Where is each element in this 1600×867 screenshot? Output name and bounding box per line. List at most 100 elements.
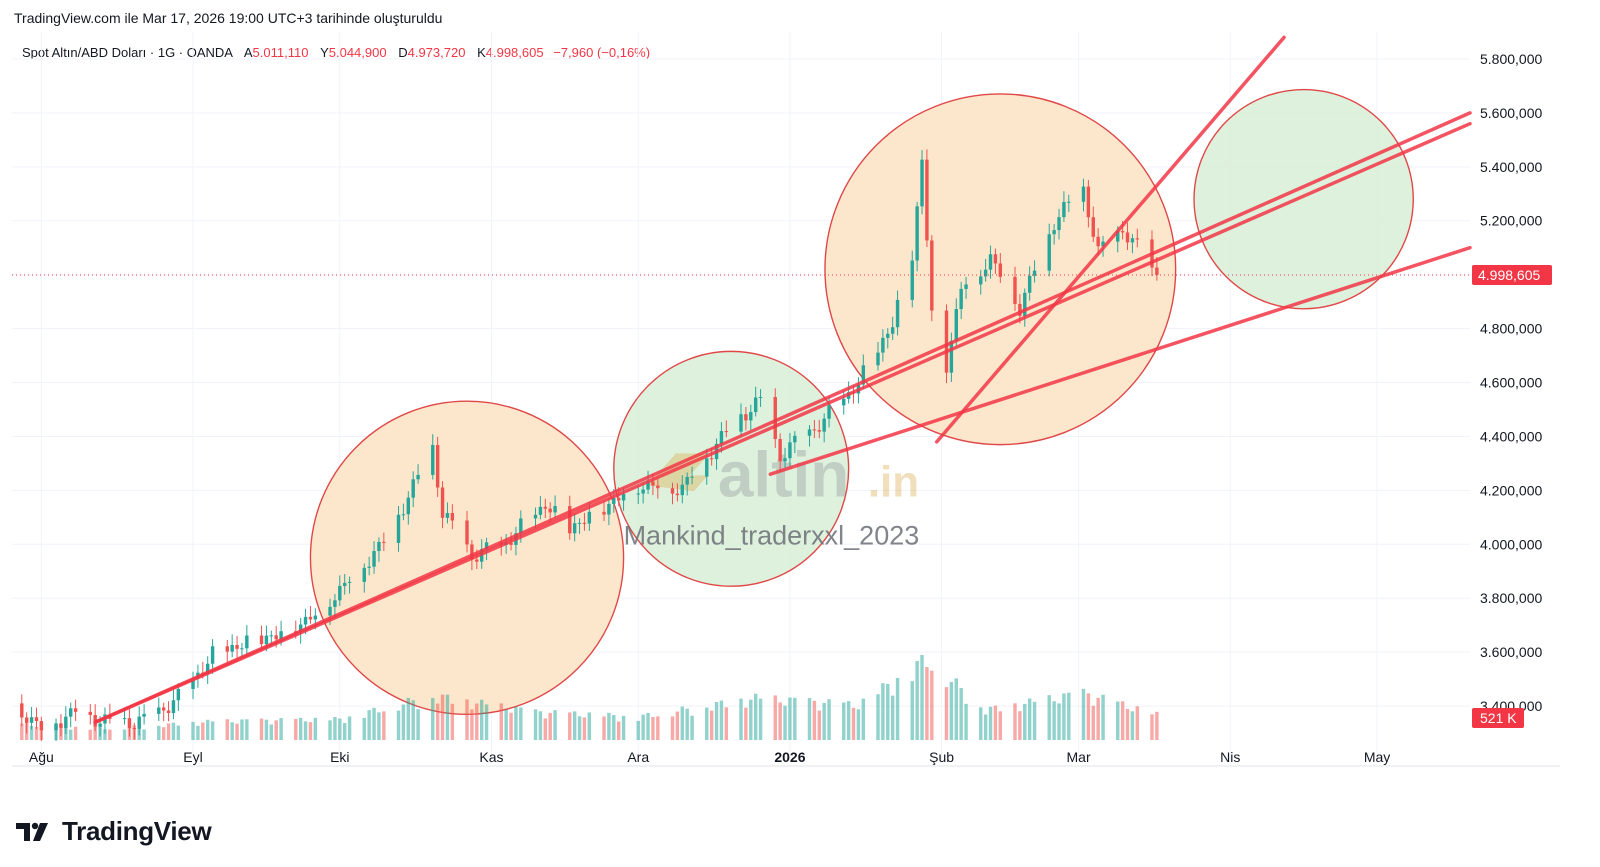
volume-bar [313, 717, 318, 740]
tradingview-brand[interactable]: TradingView [16, 816, 212, 847]
volume-bar [641, 714, 645, 740]
candle-body [533, 514, 538, 519]
volume-bar [856, 709, 861, 740]
volume-bar [1096, 697, 1100, 740]
volume-bar [230, 722, 234, 740]
volume-bar [724, 707, 729, 740]
volume-bar [533, 709, 538, 740]
y-axis-tick-label: 3.800,000 [1480, 590, 1542, 606]
candle-body [1047, 234, 1051, 271]
candle-body [367, 566, 371, 568]
y-axis-tick-label: 4.800,000 [1480, 321, 1542, 337]
volume-bar [910, 681, 914, 740]
volume-bar [822, 702, 826, 740]
volume-bar [347, 716, 352, 740]
chart-caption: TradingView.com ile Mar 17, 2026 19:00 U… [14, 10, 443, 26]
volume-bar [1062, 693, 1066, 740]
candle-body [279, 631, 283, 640]
volume-bar [73, 726, 78, 740]
candle-body [954, 309, 958, 341]
volume-bar [744, 707, 748, 740]
volume-bar [34, 726, 39, 740]
volume-bar [930, 670, 934, 740]
candle-body [230, 644, 234, 652]
y-axis-tick-label: 3.600,000 [1480, 644, 1542, 660]
candle-body [406, 497, 411, 515]
volume-bar [274, 720, 278, 740]
candle-body [998, 263, 1003, 277]
volume-bar [509, 712, 513, 740]
candle-body [675, 493, 680, 496]
trendline [768, 245, 1472, 476]
volume-bar [519, 707, 523, 740]
candle-body [1067, 201, 1071, 203]
candle-body [1101, 241, 1105, 247]
chart-svg[interactable]: altin .inMankind_traderxxl_20233.400,0003… [12, 32, 1560, 794]
volume-bar [499, 703, 503, 740]
candle-body [944, 310, 949, 373]
candle-body [543, 506, 548, 509]
candle-body [445, 513, 450, 518]
volume-bar [225, 719, 229, 740]
volume-bar [670, 716, 675, 740]
x-axis-tick-label: Şub [929, 749, 954, 765]
volume-bar [435, 703, 440, 740]
volume-bar [122, 729, 127, 740]
candle-body [587, 511, 592, 524]
low-value: 4.973,720 [407, 45, 466, 60]
volume-bar [616, 721, 621, 740]
watermark-logo-suffix: .in [868, 457, 919, 506]
volume-bar [572, 711, 577, 740]
volume-bar [998, 711, 1003, 740]
high-value: 5.044,900 [328, 45, 387, 60]
candle-body [435, 444, 440, 488]
candle-body [240, 648, 244, 650]
x-axis-tick-label: May [1364, 749, 1390, 765]
volume-bar [553, 710, 557, 740]
candle-body [724, 431, 729, 433]
volume-bar [264, 719, 269, 740]
watermark-logo-text: altin [718, 438, 850, 510]
candle-body [245, 635, 249, 649]
candle-body [612, 497, 616, 504]
candle-body [636, 493, 640, 495]
y-axis-tick-label: 4.400,000 [1480, 428, 1542, 444]
y-axis-tick-label: 5.800,000 [1480, 51, 1542, 67]
volume-bar [362, 717, 366, 740]
candle-body [338, 585, 342, 601]
volume-bar [719, 700, 724, 740]
volume-bar [758, 698, 763, 740]
candle-body [122, 718, 127, 720]
candle-body [842, 398, 846, 406]
volume-bar [714, 701, 719, 740]
candle-body [73, 708, 78, 712]
candle-body [269, 635, 274, 637]
volume-bar [1120, 701, 1125, 740]
volume-bar [949, 681, 954, 740]
candle-body [988, 254, 993, 270]
green-zone-circle [613, 350, 850, 587]
candle-body [1062, 201, 1066, 218]
candle-body [788, 442, 792, 459]
volume-bar [338, 718, 342, 740]
volume-bar [861, 698, 866, 740]
volume-bar [88, 729, 92, 740]
candle-body [210, 646, 215, 664]
volume-bar [793, 697, 797, 740]
x-axis-tick-label: Ağu [29, 749, 54, 765]
volume-bar [773, 695, 777, 740]
volume-tag-label: 521 K [1480, 710, 1517, 726]
x-axis-tick-label: Mar [1067, 749, 1091, 765]
volume-bar [142, 729, 146, 740]
volume-bar [470, 709, 474, 740]
candle-body [964, 284, 968, 289]
candle-body [259, 635, 264, 645]
candle-body [861, 365, 866, 385]
candle-body [538, 506, 543, 515]
candle-body [1120, 231, 1125, 233]
volume-tag [1472, 708, 1524, 728]
volume-bar [196, 725, 200, 740]
price-chart[interactable]: altin .in Mankind_traderxxl_2023 3.400,000 3… [12, 32, 1560, 794]
y-axis-tick-label: 5.600,000 [1480, 105, 1542, 121]
candle-body [773, 397, 777, 440]
